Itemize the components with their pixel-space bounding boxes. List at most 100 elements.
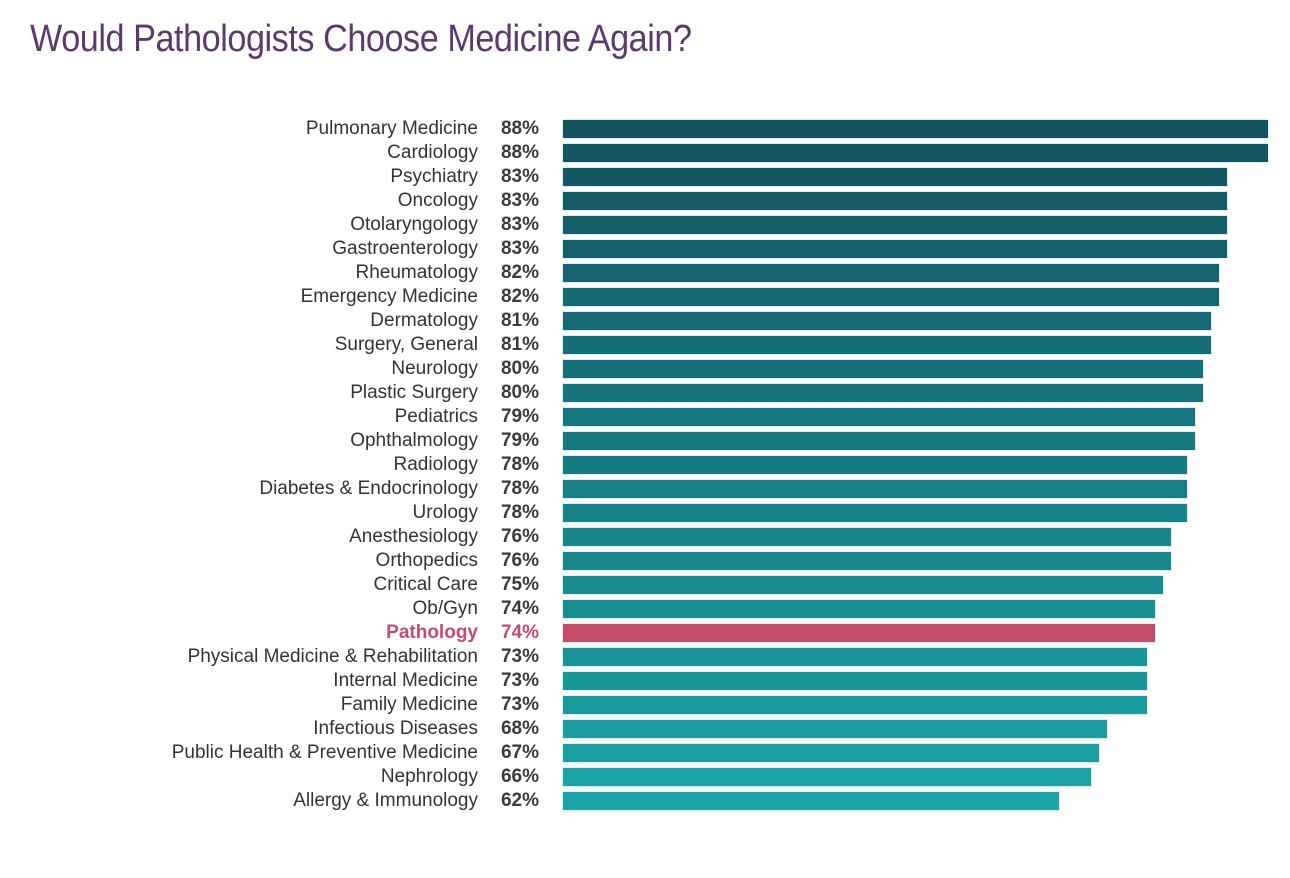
value-label: 62% [500,790,540,811]
value-label: 81% [500,310,540,331]
chart-row: Nephrology 66% [0,765,1290,789]
bar [562,263,1220,283]
bar-track [562,143,1290,163]
category-label: Orthopedics [375,550,478,571]
bar [562,359,1204,379]
bar [562,503,1188,523]
bar [562,407,1196,427]
value-label: 78% [500,478,540,499]
category-label: Physical Medicine & Rehabilitation [187,646,478,667]
value-label: 67% [500,742,540,763]
bar-track [562,359,1290,379]
bar-track [562,575,1290,595]
bar-track [562,503,1290,523]
bar-track [562,479,1290,499]
bar [562,623,1156,643]
bar [562,671,1148,691]
bar-track [562,407,1290,427]
value-label: 80% [500,382,540,403]
chart-row: Infectious Diseases 68% [0,717,1290,741]
chart-row: Urology 78% [0,501,1290,525]
bar-track [562,335,1290,355]
bar [562,167,1228,187]
value-label: 83% [500,166,540,187]
bar-track [562,167,1290,187]
category-label: Surgery, General [334,334,478,355]
category-label: Internal Medicine [333,670,478,691]
category-label: Diabetes & Endocrinology [259,478,478,499]
bar-track [562,791,1290,811]
chart-row: Rheumatology 82% [0,261,1290,285]
bar-track [562,239,1290,259]
value-label: 81% [500,334,540,355]
chart-row-highlighted: Pathology 74% [0,621,1290,645]
bar [562,767,1092,787]
chart-row: Internal Medicine 73% [0,669,1290,693]
chart-row: Critical Care 75% [0,573,1290,597]
category-label: Pediatrics [394,406,478,427]
chart-row: Gastroenterology 83% [0,237,1290,261]
bar [562,239,1228,259]
category-label: Public Health & Preventive Medicine [171,742,478,763]
chart-row: Pediatrics 79% [0,405,1290,429]
category-label: Psychiatry [390,166,478,187]
category-label: Neurology [391,358,478,379]
category-label: Plastic Surgery [350,382,478,403]
bar-track [562,551,1290,571]
bar [562,551,1172,571]
value-label: 79% [500,430,540,451]
value-label: 73% [500,694,540,715]
value-label: 88% [500,118,540,139]
value-label: 79% [500,406,540,427]
bar-track [562,431,1290,451]
value-label: 68% [500,718,540,739]
category-label: Dermatology [370,310,478,331]
value-label: 73% [500,670,540,691]
category-label: Family Medicine [340,694,478,715]
bar-track [562,191,1290,211]
bar-track [562,263,1290,283]
bar-chart-rows: Pulmonary Medicine 88% Cardiology 88% Psychi… [0,117,1290,813]
category-label: Emergency Medicine [300,286,478,307]
bar-track [562,719,1290,739]
bar-track [562,695,1290,715]
category-label: Radiology [393,454,479,475]
chart-row: Ob/Gyn 74% [0,597,1290,621]
bar [562,119,1269,139]
chart-row: Anesthesiology 76% [0,525,1290,549]
category-label: Oncology [397,190,478,211]
bar [562,647,1148,667]
chart-row: Public Health & Preventive Medicine 67% [0,741,1290,765]
bar-track [562,455,1290,475]
chart-row: Neurology 80% [0,357,1290,381]
value-label: 74% [500,598,540,619]
bar [562,695,1148,715]
bar [562,791,1060,811]
chart-row: Physical Medicine & Rehabilitation 73% [0,645,1290,669]
value-label: 74% [500,622,540,643]
category-label: Infectious Diseases [313,718,478,739]
bar-track [562,767,1290,787]
value-label: 76% [500,550,540,571]
category-label: Nephrology [380,766,478,787]
chart-row: Oncology 83% [0,189,1290,213]
value-label: 75% [500,574,540,595]
chart-row: Pulmonary Medicine 88% [0,117,1290,141]
value-label: 78% [500,502,540,523]
bar-track [562,599,1290,619]
bar-track [562,647,1290,667]
chart-row: Cardiology 88% [0,141,1290,165]
bar-track [562,119,1290,139]
bar [562,719,1108,739]
bar [562,431,1196,451]
bar-track [562,383,1290,403]
bar [562,335,1212,355]
chart-row: Family Medicine 73% [0,693,1290,717]
value-label: 66% [500,766,540,787]
page-title-text: Would Pathologists Choose Medicine Again… [30,18,692,60]
bar-track [562,671,1290,691]
value-label: 76% [500,526,540,547]
bar [562,311,1212,331]
category-label: Ob/Gyn [412,598,478,619]
bar [562,743,1100,763]
